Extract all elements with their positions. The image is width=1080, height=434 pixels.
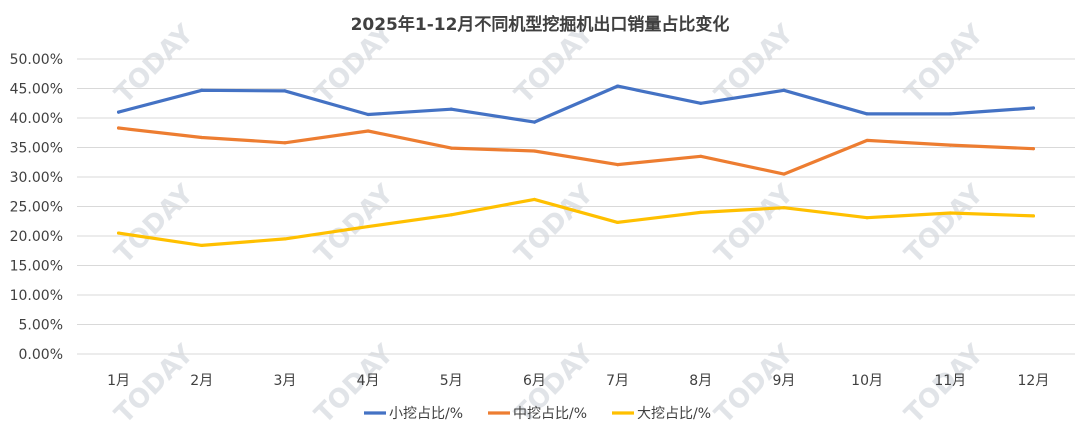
data-point <box>449 107 453 111</box>
x-tick-label: 1月 <box>107 373 130 389</box>
x-tick-label: 7月 <box>606 373 629 389</box>
data-point <box>865 112 869 116</box>
y-tick-label: 30.00% <box>10 170 63 186</box>
x-tick-label: 9月 <box>772 373 795 389</box>
data-point <box>366 129 370 133</box>
legend-label: 小挖占比/% <box>389 406 463 422</box>
data-point <box>865 138 869 143</box>
data-point <box>116 126 121 130</box>
series-line-2 <box>116 126 1036 176</box>
data-point <box>782 206 786 210</box>
y-tick-label: 10.00% <box>10 288 63 304</box>
data-point <box>865 216 869 220</box>
watermark-text: TODAY <box>509 178 600 269</box>
watermark-text: TODAY <box>709 178 800 269</box>
legend-item: 小挖占比/% <box>364 406 463 422</box>
watermark-text: TODAY <box>899 18 990 109</box>
y-axis: 0.00% 5.00% 10.00% 15.00% 20.00% 25.00% 30.00%… <box>10 52 63 363</box>
data-point <box>699 101 703 105</box>
series-line-3 <box>116 197 1036 247</box>
data-point <box>366 224 370 229</box>
y-tick-label: 5.00% <box>19 318 63 334</box>
y-tick-label: 40.00% <box>10 111 63 127</box>
data-point <box>532 149 537 153</box>
series-layer <box>116 84 1036 248</box>
y-tick-label: 45.00% <box>10 82 63 98</box>
y-tick-label: 35.00% <box>10 141 63 157</box>
x-axis: 1月 2月 3月 4月 5月 6月 7月 8月 9月 10月 11月 12月 <box>107 373 1049 389</box>
legend-label: 中挖占比/% <box>513 406 587 422</box>
gridlines <box>77 58 1075 355</box>
x-tick-label: 4月 <box>357 373 380 389</box>
y-tick-label: 15.00% <box>10 259 63 275</box>
x-tick-label: 5月 <box>440 373 463 389</box>
data-point <box>200 243 204 248</box>
x-tick-label: 6月 <box>523 373 546 389</box>
data-point <box>1031 106 1036 110</box>
data-point <box>782 88 786 92</box>
legend-item: 大挖占比/% <box>612 406 711 422</box>
watermark-text: TODAY <box>309 338 400 429</box>
x-tick-label: 8月 <box>689 373 712 389</box>
data-point <box>1031 214 1036 218</box>
legend-item: 中挖占比/% <box>488 406 587 422</box>
y-tick-label: 20.00% <box>10 229 63 245</box>
data-point <box>615 163 620 167</box>
data-point <box>699 210 703 214</box>
x-tick-label: 2月 <box>190 373 213 389</box>
watermark-text: TODAY <box>109 178 200 269</box>
data-point <box>283 141 287 145</box>
data-point <box>283 89 287 93</box>
y-tick-label: 0.00% <box>19 347 63 363</box>
data-point <box>532 120 537 124</box>
x-tick-label: 12月 <box>1018 373 1050 389</box>
data-point <box>615 84 620 88</box>
data-point <box>116 110 121 114</box>
data-point <box>200 88 204 92</box>
watermark-text: TODAY <box>899 178 990 269</box>
legend-label: 大挖占比/% <box>637 406 711 422</box>
chart-title: 2025年1-12月不同机型挖掘机出口销量占比变化 <box>351 14 730 35</box>
data-point <box>200 135 204 140</box>
data-point <box>449 213 453 217</box>
data-point <box>615 220 620 225</box>
series-line-1 <box>116 84 1036 124</box>
data-point <box>283 237 287 241</box>
data-point <box>948 143 952 147</box>
data-point <box>699 154 703 158</box>
data-point <box>782 172 786 176</box>
legend: 小挖占比/% 中挖占比/% 大挖占比/% <box>364 406 711 422</box>
data-point <box>116 231 121 235</box>
data-point <box>1031 147 1036 151</box>
data-point <box>948 211 952 215</box>
data-point <box>948 112 952 116</box>
data-point <box>532 197 537 202</box>
x-tick-label: 10月 <box>851 373 883 389</box>
y-tick-label: 50.00% <box>10 52 63 68</box>
y-tick-label: 25.00% <box>10 200 63 216</box>
x-tick-label: 11月 <box>934 373 966 389</box>
data-point <box>366 112 370 117</box>
data-point <box>449 146 453 150</box>
x-tick-label: 3月 <box>273 373 296 389</box>
